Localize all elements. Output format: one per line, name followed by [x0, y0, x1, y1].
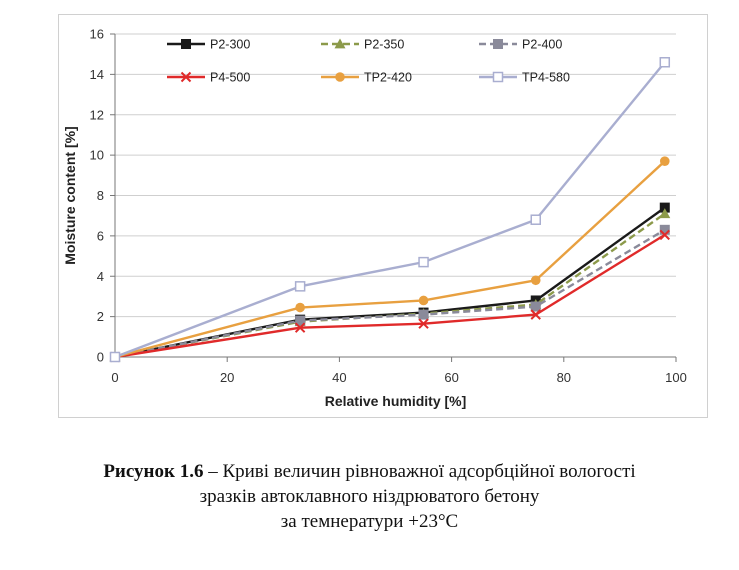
figure-caption: Рисунок 1.6 – Криві величин рівноважної …	[0, 459, 739, 534]
point-TP2-420-98	[659, 156, 670, 166]
legend-item-TP2-420: TP2-420	[321, 71, 412, 85]
point-TP4-580-75	[530, 214, 541, 225]
legend-label-P2-350: P2-350	[364, 38, 404, 52]
caption-line-3: за темнератури +23°С	[280, 511, 459, 532]
point-P4-500-33	[294, 322, 306, 333]
legend-label-P2-400: P2-400	[522, 38, 562, 52]
tick-labels: 0 2 4 6 8 10 12 14 16 0 20 40 60 80 100	[90, 27, 687, 386]
legend-label-TP2-420: TP2-420	[364, 71, 412, 85]
series-P2-300	[110, 202, 670, 362]
point-P4-500-55	[418, 318, 429, 329]
caption-line-1: Рисунок 1.6 – Криві величин рівноважної …	[0, 459, 739, 484]
y-tick-label-16: 16	[90, 27, 104, 42]
legend-swatch-marker-P2-350	[334, 38, 346, 49]
x-tick-label-20: 20	[220, 370, 234, 385]
point-TP4-580-55	[418, 256, 429, 268]
point-TP2-420-75	[530, 275, 541, 286]
point-TP2-420-33	[295, 302, 305, 313]
legend-item-P2-300: P2-300	[167, 38, 250, 52]
point-P4-500-75	[530, 309, 541, 320]
legend-label-TP4-580: TP4-580	[522, 71, 570, 85]
legend-swatch-marker-P4-500	[180, 71, 192, 83]
y-tick-label-8: 8	[97, 188, 104, 203]
x-tick-label-80: 80	[557, 370, 571, 385]
y-tick-label-10: 10	[90, 148, 104, 163]
legend-swatch-marker-TP2-420	[335, 72, 345, 82]
caption-text-1: – Криві величин рівноважної адсорбційної…	[203, 461, 636, 482]
y-axis-title: Moisture content [%]	[62, 126, 78, 264]
y-tick-label-2: 2	[97, 309, 104, 324]
x-tick-label-40: 40	[332, 370, 346, 385]
series-TP2-420	[110, 156, 670, 362]
legend-item-P2-400: P2-400	[479, 38, 562, 52]
legend-item-P4-500: P4-500	[167, 71, 250, 85]
point-TP4-580-98	[659, 57, 671, 68]
series-line-TP2-420	[114, 160, 666, 359]
series-layer	[109, 57, 671, 363]
series-P2-400	[110, 224, 670, 362]
point-P4-500-98	[659, 229, 670, 241]
x-tick-label-60: 60	[444, 370, 458, 385]
legend-item-TP4-580: TP4-580	[479, 71, 570, 85]
series-line-P2-400	[114, 228, 666, 359]
legend-swatch-marker-TP4-580	[492, 71, 504, 83]
caption-line-2: зразків автоклавного ніздрюватого бетону	[199, 486, 540, 507]
y-tick-label-4: 4	[97, 269, 104, 284]
series-line-P4-500	[114, 233, 666, 359]
chart-frame: 0 2 4 6 8 10 12 14 16 0 20 40 60 80 100 P2-300 P2-350 P2…	[58, 14, 708, 418]
point-P2-350-98	[659, 208, 671, 219]
legend-label-P2-300: P2-300	[210, 38, 250, 52]
x-tick-label-0: 0	[111, 370, 118, 385]
figure-number: Рисунок 1.6	[103, 461, 204, 482]
y-tick-label-0: 0	[97, 350, 104, 365]
series-line-TP4-580	[114, 61, 666, 359]
x-tick-label-100: 100	[665, 370, 687, 385]
legend: P2-300 P2-350 P2-400 P4-500 TP2-420 TP4-580	[167, 38, 570, 85]
legend-swatch-marker-P2-300	[181, 39, 191, 49]
legend-label-P4-500: P4-500	[210, 71, 250, 85]
x-axis-title: Relative humidity [%]	[325, 393, 467, 409]
y-tick-label-12: 12	[90, 107, 104, 122]
point-TP4-580-33	[294, 281, 306, 292]
series-TP4-580	[109, 57, 671, 363]
point-P2-400-55	[418, 309, 429, 320]
point-TP2-420-55	[418, 295, 429, 306]
grid-layer	[115, 33, 676, 318]
legend-swatch-marker-P2-400	[493, 39, 503, 49]
point-P2-400-75	[530, 301, 541, 312]
point-P2-400-33	[295, 315, 306, 326]
y-tick-label-14: 14	[90, 67, 104, 82]
legend-item-P2-350: P2-350	[321, 38, 404, 52]
y-tick-label-6: 6	[97, 228, 104, 243]
axes-layer	[110, 33, 677, 362]
point-TP4-580-0	[109, 351, 121, 363]
